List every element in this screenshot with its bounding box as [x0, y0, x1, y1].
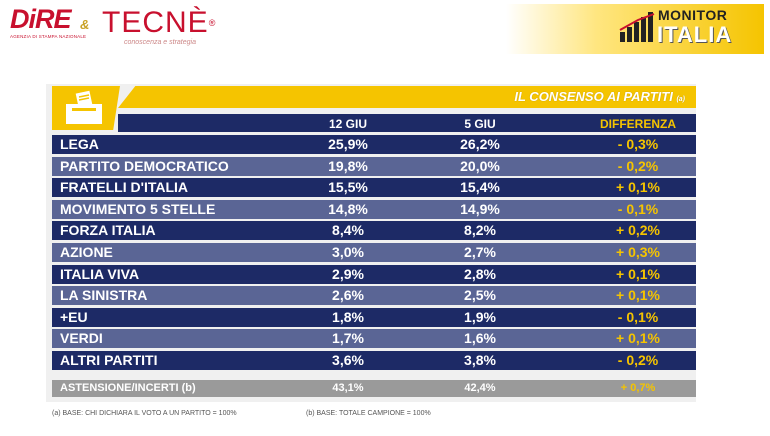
party-name: PARTITO DEMOCRATICO	[60, 157, 229, 174]
value-12-giu: 2,6%	[332, 287, 364, 304]
value-12-giu: 8,4%	[332, 222, 364, 239]
table-row: +EU 1,8% 1,9% - 0,1%	[52, 307, 696, 327]
value-12-giu: 15,5%	[328, 179, 368, 196]
table-title-bar	[118, 86, 696, 108]
value-5-giu: 1,9%	[464, 308, 496, 325]
difference: - 0,2%	[617, 352, 659, 368]
tecne-tagline: conoscenza e strategia	[124, 39, 196, 46]
abstention-label: ASTENSIONE/INCERTI (b)	[60, 382, 196, 394]
value-12-giu: 3,6%	[332, 352, 364, 368]
ballot-box-icon	[66, 90, 102, 124]
party-name: LA SINISTRA	[60, 287, 148, 304]
difference: + 0,3%	[616, 244, 660, 260]
bar-chart-icon	[619, 12, 655, 42]
value-5-giu: 2,5%	[464, 287, 496, 304]
party-name: MOVIMENTO 5 STELLE	[60, 200, 216, 217]
value-5-giu: 2,7%	[464, 244, 496, 260]
value-12-giu: 14,8%	[328, 200, 368, 217]
table-row: PARTITO DEMOCRATICO 19,8% 20,0% - 0,2%	[52, 156, 696, 176]
table-row: ALTRI PARTITI 3,6% 3,8% - 0,2%	[52, 351, 696, 370]
dire-logo: DiRE AGENZIA DI STAMPA NAZIONALE	[10, 6, 100, 52]
party-name: AZIONE	[60, 244, 113, 260]
footnote-b: (b) BASE: TOTALE CAMPIONE = 100%	[306, 410, 431, 417]
difference: - 0,1%	[617, 200, 659, 217]
difference: + 0,1%	[616, 287, 660, 304]
tecne-logo: TECNÈ® conoscenza e strategia	[102, 8, 222, 50]
party-name: LEGA	[60, 136, 99, 152]
abstention-value-12-giu: 43,1%	[332, 382, 364, 394]
table-row: LA SINISTRA 2,6% 2,5% + 0,1%	[52, 286, 696, 306]
abstention-value-5-giu: 42,4%	[464, 382, 496, 394]
difference: - 0,2%	[617, 157, 659, 174]
table-row: AZIONE 3,0% 2,7% + 0,3%	[52, 243, 696, 262]
dire-logo-subtitle: AGENZIA DI STAMPA NAZIONALE	[10, 34, 87, 39]
value-5-giu: 15,4%	[460, 179, 500, 196]
value-12-giu: 1,8%	[332, 308, 364, 325]
table-row: FRATELLI D'ITALIA 15,5% 15,4% + 0,1%	[52, 178, 696, 198]
column-header-5-giu: 5 GIU	[464, 117, 496, 131]
column-header-differenza: DIFFERENZA	[600, 117, 676, 131]
value-12-giu: 2,9%	[332, 265, 364, 282]
party-name: +EU	[60, 308, 88, 325]
column-header-12-giu: 12 GIU	[328, 117, 367, 131]
value-5-giu: 1,6%	[464, 330, 496, 347]
footnote-a: (a) BASE: CHI DICHIARA IL VOTO A UN PART…	[52, 410, 237, 417]
difference: + 0,1%	[616, 330, 660, 347]
value-12-giu: 3,0%	[332, 244, 364, 260]
table-title-note: (a)	[676, 96, 685, 103]
column-header-row	[118, 114, 696, 132]
table-row: ITALIA VIVA 2,9% 2,8% + 0,1%	[52, 264, 696, 284]
value-12-giu: 19,8%	[328, 157, 368, 174]
party-name: FORZA ITALIA	[60, 222, 156, 239]
table-row: MOVIMENTO 5 STELLE 14,8% 14,9% - 0,1%	[52, 199, 696, 219]
ampersand: &	[80, 17, 90, 32]
table-row: FORZA ITALIA 8,4% 8,2% + 0,2%	[52, 221, 696, 241]
table-title: IL CONSENSO AI PARTITI (a)	[514, 89, 685, 104]
difference: - 0,3%	[617, 136, 659, 152]
abstention-row: ASTENSIONE/INCERTI (b) 43,1% 42,4% + 0,7…	[52, 380, 696, 397]
party-name: VERDI	[60, 330, 103, 347]
monitor-label: MONITOR	[658, 7, 728, 23]
value-12-giu: 1,7%	[332, 330, 364, 347]
value-5-giu: 20,0%	[460, 157, 500, 174]
dire-logo-text: DiRE	[10, 4, 72, 34]
table-row: VERDI 1,7% 1,6% + 0,1%	[52, 329, 696, 349]
value-12-giu: 25,9%	[328, 136, 368, 152]
value-5-giu: 8,2%	[464, 222, 496, 239]
party-name: ITALIA VIVA	[60, 265, 140, 282]
difference: + 0,1%	[616, 179, 660, 196]
value-5-giu: 2,8%	[464, 265, 496, 282]
value-5-giu: 26,2%	[460, 136, 500, 152]
value-5-giu: 14,9%	[460, 200, 500, 217]
difference: + 0,1%	[616, 265, 660, 282]
abstention-difference: + 0,7%	[620, 382, 656, 394]
party-name: ALTRI PARTITI	[60, 352, 158, 368]
difference: + 0,2%	[616, 222, 660, 239]
value-5-giu: 3,8%	[464, 352, 496, 368]
party-name: FRATELLI D'ITALIA	[60, 179, 189, 196]
tecne-logo-text: TECNÈ	[102, 6, 209, 39]
difference: - 0,1%	[617, 308, 659, 325]
table-row: LEGA 25,9% 26,2% - 0,3%	[52, 135, 696, 154]
italia-label: ITALIA	[657, 22, 733, 47]
registered-mark: ®	[208, 18, 217, 28]
